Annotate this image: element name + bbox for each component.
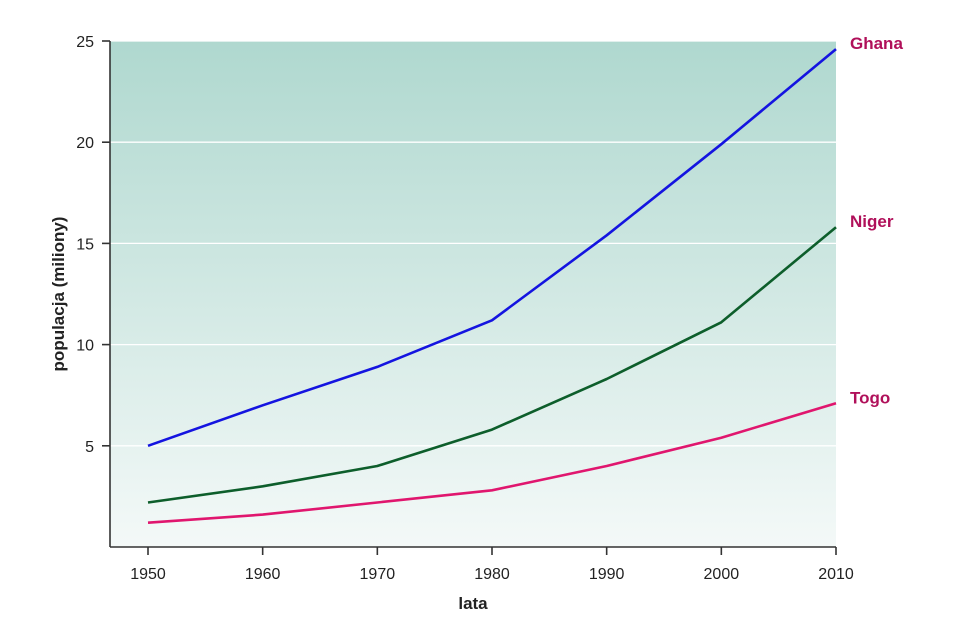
x-axis-title: lata [458, 594, 488, 613]
y-tick-label: 15 [76, 236, 94, 253]
y-tick-label: 10 [76, 338, 94, 355]
x-tick-label: 1970 [360, 566, 396, 583]
series-labels: Ghana Niger Togo [850, 34, 903, 407]
y-axis-title: populacja (miliony) [49, 217, 68, 372]
y-tick-label: 20 [76, 135, 94, 152]
series-line-niger [147, 226, 837, 504]
tick-labels: 5 10 15 20 25 1950 1960 1970 1980 1990 2000 2010 [76, 34, 854, 583]
gridlines [110, 40, 836, 447]
series-label-niger: Niger [850, 212, 894, 231]
x-tick-label: 1980 [474, 566, 510, 583]
y-tick-label: 25 [76, 34, 94, 51]
series-lines [147, 48, 837, 524]
series-line-ghana [147, 48, 837, 448]
axes [102, 40, 837, 555]
series-label-ghana: Ghana [850, 34, 903, 53]
series-line-togo [147, 402, 837, 524]
x-tick-label: 2010 [818, 566, 854, 583]
y-tick-label: 5 [85, 439, 94, 456]
x-tick-label: 1960 [245, 566, 281, 583]
x-tick-label: 2000 [704, 566, 740, 583]
x-tick-label: 1990 [589, 566, 625, 583]
plot-area [110, 41, 836, 547]
x-tick-label: 1950 [130, 566, 166, 583]
series-label-togo: Togo [850, 388, 890, 407]
